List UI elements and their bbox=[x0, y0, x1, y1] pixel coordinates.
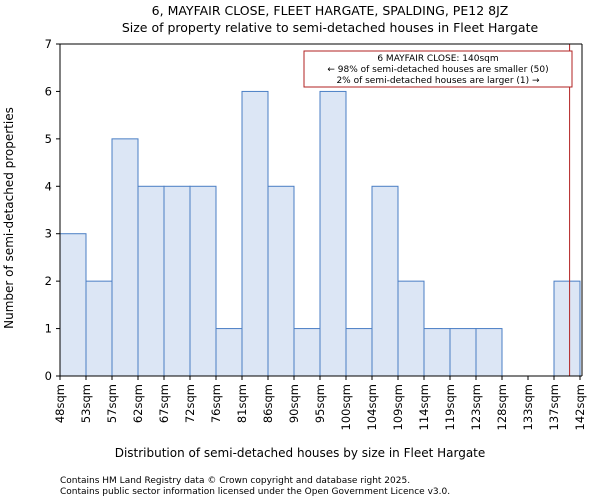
bar-104sqm bbox=[371, 185, 399, 377]
y-axis-title: Number of semi-detached properties bbox=[2, 107, 16, 329]
x-tick-label: 48sqm bbox=[53, 384, 67, 423]
y-tick-label: 6 bbox=[45, 84, 52, 98]
bar-81sqm bbox=[241, 90, 269, 377]
bar-62sqm bbox=[137, 185, 165, 377]
x-tick-label: 137sqm bbox=[547, 384, 561, 430]
bar-119sqm bbox=[449, 328, 477, 377]
bar-100sqm bbox=[345, 328, 373, 377]
x-tick-label: 72sqm bbox=[183, 384, 197, 423]
x-tick-label: 114sqm bbox=[417, 384, 431, 430]
x-tick-label: 57sqm bbox=[105, 384, 119, 423]
bar-109sqm bbox=[397, 280, 425, 377]
x-tick-label: 53sqm bbox=[79, 384, 93, 423]
x-tick-label: 104sqm bbox=[365, 384, 379, 430]
footer-line-1: Contains HM Land Registry data © Crown c… bbox=[60, 476, 410, 486]
x-tick-label: 142sqm bbox=[573, 384, 587, 430]
y-tick-label: 5 bbox=[45, 132, 52, 146]
y-axis-ticks: 0 1 2 3 4 5 6 7 bbox=[45, 37, 60, 383]
x-tick-label: 133sqm bbox=[521, 384, 535, 430]
y-tick-label: 3 bbox=[45, 227, 52, 241]
y-tick-label: 1 bbox=[45, 322, 52, 336]
chart-subtitle: Size of property relative to semi-detach… bbox=[122, 20, 539, 35]
x-axis-title: Distribution of semi-detached houses by … bbox=[115, 446, 486, 460]
bar-137sqm bbox=[553, 280, 581, 377]
x-tick-label: 76sqm bbox=[209, 384, 223, 423]
x-tick-label: 67sqm bbox=[157, 384, 171, 423]
bar-57sqm bbox=[111, 138, 139, 377]
x-tick-label: 128sqm bbox=[495, 384, 509, 430]
chart-title: 6, MAYFAIR CLOSE, FLEET HARGATE, SPALDIN… bbox=[152, 3, 509, 18]
bar-95sqm bbox=[319, 90, 347, 377]
y-tick-label: 0 bbox=[45, 369, 52, 383]
bar-90sqm bbox=[293, 328, 321, 377]
footer-line-2: Contains public sector information licen… bbox=[60, 487, 450, 497]
bar-123sqm bbox=[475, 328, 503, 377]
bar-76sqm bbox=[215, 328, 243, 377]
bar-86sqm bbox=[267, 185, 295, 377]
y-tick-label: 2 bbox=[45, 274, 52, 288]
y-tick-label: 7 bbox=[45, 37, 52, 51]
x-tick-label: 81sqm bbox=[235, 384, 249, 423]
annotation-box bbox=[303, 50, 573, 88]
bar-114sqm bbox=[423, 328, 451, 377]
bar-72sqm bbox=[189, 185, 217, 377]
x-tick-label: 109sqm bbox=[391, 384, 405, 430]
x-tick-label: 95sqm bbox=[313, 384, 327, 423]
x-tick-label: 62sqm bbox=[131, 384, 145, 423]
bar-67sqm bbox=[163, 185, 191, 377]
annotation-line-2: ← 98% of semi-detached houses are smalle… bbox=[327, 65, 548, 75]
x-tick-label: 90sqm bbox=[287, 384, 301, 423]
x-tick-label: 86sqm bbox=[261, 384, 275, 423]
x-tick-label: 100sqm bbox=[339, 384, 353, 430]
bars-group bbox=[59, 90, 581, 377]
x-tick-label: 119sqm bbox=[443, 384, 457, 430]
bar-48sqm bbox=[59, 233, 87, 377]
x-axis-ticks: 48sqm 53sqm 57sqm 62sqm 67sqm 72sqm 76sqm 81sqm… bbox=[53, 376, 587, 430]
x-tick-label: 123sqm bbox=[469, 384, 483, 430]
annotation-line-3: 2% of semi-detached houses are larger (1… bbox=[336, 76, 540, 86]
annotation-line-1: 6 MAYFAIR CLOSE: 140sqm bbox=[377, 54, 498, 64]
y-tick-label: 4 bbox=[45, 179, 52, 193]
bar-53sqm bbox=[85, 280, 113, 377]
